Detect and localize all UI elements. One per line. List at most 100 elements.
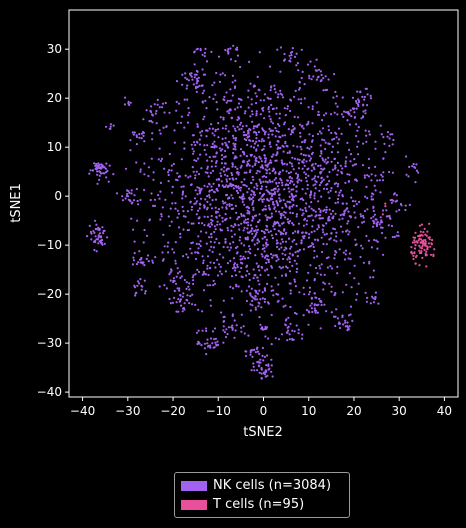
nk-cell-point (217, 183, 221, 186)
nk-cell-point (234, 223, 237, 227)
nk-cell-point (182, 215, 185, 218)
nk-cell-point (349, 153, 353, 156)
nk-cell-point (319, 171, 322, 174)
nk-cell-point (300, 98, 303, 101)
nk-cell-point (225, 124, 228, 127)
nk-cell-point (325, 187, 328, 191)
nk-cell-point (334, 291, 337, 295)
nk-cell-point (174, 207, 177, 210)
nk-cell-point (183, 147, 186, 150)
nk-cell-point (227, 184, 230, 187)
nk-cell-point (234, 204, 237, 207)
nk-cell-point (331, 145, 334, 148)
nk-cell-point (225, 91, 228, 94)
nk-cell-point (361, 214, 365, 217)
nk-cell-point (129, 101, 132, 104)
nk-cell-point (314, 210, 317, 213)
nk-cell-point (382, 136, 385, 139)
nk-cell-point (382, 253, 385, 256)
t-cell-point (414, 244, 417, 247)
nk-cell-point (269, 230, 272, 233)
nk-cell-point (370, 217, 373, 220)
nk-cell-point (281, 163, 284, 166)
nk-cell-point (316, 255, 319, 258)
nk-cell-point (322, 231, 325, 234)
nk-cell-point (413, 165, 416, 169)
nk-cell-point (306, 63, 310, 66)
nk-cell-point (263, 232, 266, 235)
nk-cell-point (301, 209, 304, 212)
nk-cell-point (302, 314, 305, 317)
nk-cell-point (357, 126, 360, 129)
nk-cell-point (205, 107, 208, 110)
nk-cell-point (295, 215, 298, 218)
nk-cell-point (278, 265, 281, 268)
nk-cell-point (176, 216, 179, 219)
nk-cell-point (143, 228, 146, 232)
nk-cell-point (254, 92, 257, 95)
nk-cell-point (261, 354, 264, 357)
nk-cell-point (243, 197, 246, 200)
nk-cell-point (308, 215, 311, 218)
nk-cell-point (368, 133, 371, 136)
nk-cell-point (349, 313, 352, 316)
nk-cell-point (181, 310, 184, 313)
nk-cell-point (221, 184, 224, 187)
nk-cell-point (250, 287, 253, 290)
nk-cell-point (230, 275, 234, 278)
nk-cell-point (181, 197, 184, 200)
nk-cell-point (161, 106, 164, 109)
nk-cell-point (279, 171, 282, 174)
nk-cell-point (236, 218, 239, 221)
nk-cell-point (200, 187, 203, 190)
nk-cell-point (253, 142, 256, 145)
nk-cell-point (308, 286, 311, 289)
nk-cell-point (168, 111, 171, 114)
nk-cell-point (221, 220, 224, 223)
nk-cell-point (140, 288, 143, 291)
nk-cell-point (247, 285, 251, 288)
nk-cell-point (220, 162, 223, 165)
nk-cell-point (188, 302, 191, 305)
nk-cell-point (235, 177, 238, 180)
nk-cell-point (297, 222, 301, 225)
nk-cell-point (297, 328, 300, 331)
nk-cell-point (159, 181, 162, 184)
nk-cell-point (284, 273, 287, 276)
nk-cell-point (186, 98, 189, 101)
nk-cell-point (218, 253, 221, 256)
nk-cell-point (206, 167, 209, 170)
nk-cell-point (252, 268, 255, 271)
nk-cell-point (232, 147, 235, 151)
nk-cell-point (355, 298, 358, 301)
nk-cell-point (210, 214, 213, 218)
nk-cell-point (188, 111, 191, 114)
nk-cell-point (259, 358, 262, 361)
nk-cell-point (315, 296, 318, 299)
nk-cell-point (305, 231, 308, 235)
nk-cell-point (367, 239, 370, 242)
nk-cell-point (184, 174, 187, 177)
nk-cell-point (227, 48, 230, 51)
nk-cell-point (235, 285, 238, 288)
nk-cell-point (257, 264, 260, 267)
nk-cell-point (226, 332, 229, 336)
nk-cell-point (247, 206, 250, 210)
nk-cell-point (246, 238, 249, 241)
nk-cell-point (251, 139, 255, 143)
nk-cell-point (190, 208, 193, 211)
nk-cell-point (259, 323, 262, 326)
nk-cell-point (176, 121, 179, 125)
t-cell-point (424, 233, 427, 236)
nk-cell-point (173, 141, 176, 144)
nk-cell-point (192, 282, 195, 286)
nk-cell-point (274, 337, 277, 340)
nk-cell-point (235, 171, 239, 174)
nk-cell-point (374, 291, 377, 294)
nk-cell-point (252, 365, 255, 368)
nk-cell-point (217, 208, 220, 211)
nk-cell-point (215, 145, 218, 148)
nk-cell-point (293, 278, 296, 281)
nk-cell-point (243, 220, 246, 223)
nk-cell-point (206, 267, 209, 270)
